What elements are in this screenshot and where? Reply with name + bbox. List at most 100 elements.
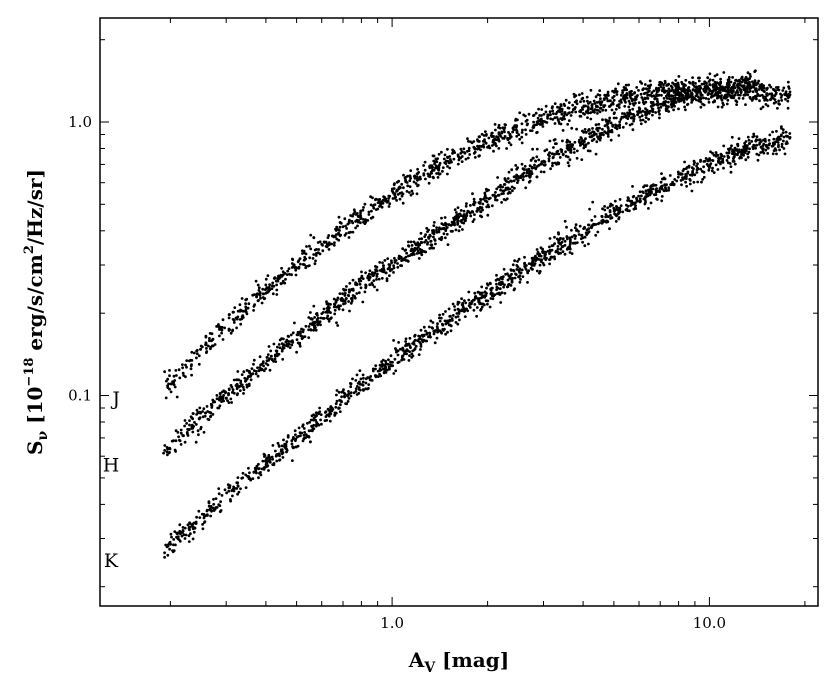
data-point-J bbox=[318, 252, 322, 256]
data-point-H bbox=[329, 311, 332, 314]
data-point-K bbox=[699, 167, 703, 171]
data-point-J bbox=[662, 86, 666, 90]
data-point-H bbox=[665, 97, 669, 100]
data-point-H bbox=[291, 341, 295, 344]
data-point-K bbox=[168, 547, 172, 551]
data-point-K bbox=[231, 494, 234, 498]
data-point-J bbox=[241, 309, 245, 313]
data-point-K bbox=[498, 293, 502, 296]
data-point-H bbox=[400, 259, 403, 262]
data-point-J bbox=[511, 130, 514, 134]
data-point-H bbox=[575, 156, 579, 160]
data-point-J bbox=[314, 259, 317, 263]
data-point-H bbox=[480, 206, 484, 210]
data-point-J bbox=[524, 133, 528, 136]
data-point-H bbox=[696, 91, 700, 94]
data-point-K bbox=[570, 235, 574, 239]
data-point-H bbox=[227, 392, 231, 396]
data-point-H bbox=[174, 439, 178, 443]
data-point-H bbox=[191, 412, 195, 415]
data-point-H bbox=[183, 419, 187, 422]
data-point-K bbox=[482, 303, 486, 307]
data-point-K bbox=[292, 436, 295, 439]
data-point-H bbox=[276, 354, 279, 358]
data-point-H bbox=[465, 202, 468, 206]
data-point-J bbox=[335, 237, 339, 241]
data-point-K bbox=[662, 176, 666, 180]
data-point-J bbox=[313, 262, 317, 266]
data-point-K bbox=[728, 162, 732, 165]
data-point-H bbox=[731, 89, 735, 92]
data-point-K bbox=[422, 325, 426, 329]
data-point-H bbox=[497, 185, 500, 189]
data-point-H bbox=[465, 214, 469, 218]
data-point-J bbox=[780, 99, 784, 102]
data-point-K bbox=[766, 146, 770, 150]
data-point-J bbox=[662, 97, 666, 100]
data-point-H bbox=[472, 200, 476, 204]
data-point-K bbox=[241, 471, 245, 475]
data-point-K bbox=[594, 223, 598, 226]
data-point-J bbox=[402, 173, 405, 177]
data-point-K bbox=[598, 221, 601, 225]
data-point-K bbox=[477, 300, 481, 304]
data-point-J bbox=[655, 93, 658, 96]
data-point-H bbox=[374, 265, 377, 268]
data-point-H bbox=[694, 89, 697, 93]
data-point-K bbox=[438, 313, 441, 317]
data-point-K bbox=[463, 299, 466, 302]
data-point-H bbox=[651, 113, 654, 117]
data-point-J bbox=[344, 224, 347, 228]
data-point-J bbox=[396, 193, 400, 196]
data-point-K bbox=[351, 377, 354, 381]
data-point-J bbox=[520, 135, 524, 139]
data-point-J bbox=[589, 88, 593, 92]
data-point-J bbox=[228, 313, 231, 316]
data-point-K bbox=[557, 231, 560, 235]
data-point-K bbox=[752, 132, 756, 136]
data-point-J bbox=[372, 206, 376, 210]
data-point-K bbox=[475, 314, 478, 318]
data-point-K bbox=[223, 488, 227, 492]
data-point-J bbox=[655, 97, 659, 101]
data-point-J bbox=[240, 317, 244, 321]
data-point-H bbox=[242, 388, 246, 392]
data-point-K bbox=[429, 319, 433, 323]
data-point-K bbox=[285, 440, 289, 444]
data-point-H bbox=[731, 76, 734, 79]
data-point-J bbox=[434, 160, 438, 163]
data-point-J bbox=[437, 152, 441, 156]
data-point-K bbox=[319, 418, 322, 422]
data-point-K bbox=[270, 455, 274, 459]
data-point-H bbox=[299, 330, 302, 333]
data-point-K bbox=[537, 254, 541, 258]
data-point-H bbox=[543, 163, 547, 167]
data-point-J bbox=[622, 96, 626, 100]
data-point-J bbox=[324, 245, 328, 248]
data-point-K bbox=[291, 459, 294, 462]
data-point-J bbox=[257, 286, 261, 290]
data-point-K bbox=[179, 530, 183, 534]
data-point-H bbox=[174, 450, 178, 453]
data-point-J bbox=[623, 104, 627, 108]
data-point-H bbox=[707, 91, 710, 95]
data-point-J bbox=[354, 220, 357, 223]
data-point-H bbox=[400, 256, 403, 260]
data-point-H bbox=[278, 338, 282, 342]
data-point-K bbox=[630, 202, 633, 205]
data-point-H bbox=[234, 384, 238, 387]
data-point-J bbox=[478, 135, 481, 139]
data-point-H bbox=[483, 194, 487, 197]
data-point-K bbox=[381, 358, 385, 362]
data-point-H bbox=[428, 233, 432, 237]
data-point-J bbox=[501, 126, 505, 130]
data-point-H bbox=[637, 101, 641, 104]
data-point-H bbox=[529, 159, 533, 162]
data-point-K bbox=[775, 129, 778, 133]
data-point-H bbox=[741, 78, 745, 81]
data-point-J bbox=[508, 136, 512, 140]
data-point-H bbox=[639, 122, 643, 126]
data-point-K bbox=[464, 301, 468, 305]
data-point-K bbox=[573, 226, 577, 230]
data-point-H bbox=[598, 132, 602, 136]
